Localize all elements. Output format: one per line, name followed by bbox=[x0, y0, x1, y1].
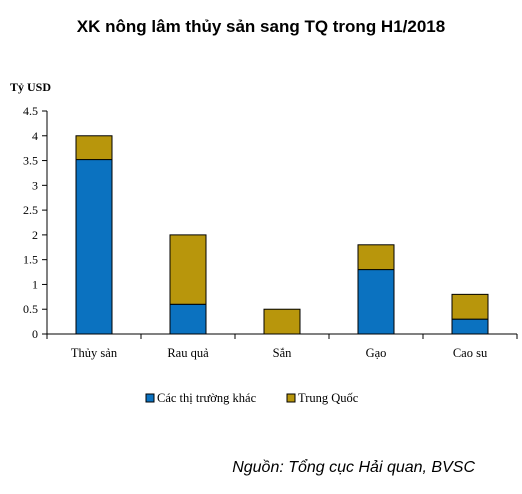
category-label: Sắn bbox=[273, 346, 293, 360]
bar-segment-other-markets bbox=[75, 159, 113, 335]
bar-segment-china bbox=[357, 244, 395, 271]
y-tick-label: 2 bbox=[32, 228, 38, 242]
chart-title: XK nông lâm thủy sản sang TQ trong H1/20… bbox=[77, 17, 445, 36]
legend-swatch bbox=[145, 393, 155, 403]
bar-segment-other-markets bbox=[169, 303, 207, 335]
y-tick-label: 3 bbox=[32, 178, 38, 192]
legend-swatch bbox=[286, 393, 296, 403]
x-tick-labels: Thủy sản Rau quả Sắn Gạo Cao su bbox=[71, 346, 488, 360]
legend-label: Các thị trường khác bbox=[157, 391, 257, 405]
category-label: Gạo bbox=[366, 346, 387, 360]
y-tick-label: 4 bbox=[32, 129, 38, 143]
category-label: Rau quả bbox=[167, 346, 209, 360]
legend: Các thị trường khác Trung Quốc bbox=[145, 391, 359, 405]
y-tick-label: 1 bbox=[32, 277, 38, 291]
bar-segment-china bbox=[451, 293, 489, 320]
bar-segment-other-markets bbox=[357, 269, 395, 335]
category-label: Cao su bbox=[453, 346, 488, 360]
axes bbox=[42, 110, 518, 339]
y-tick-label: 0.5 bbox=[23, 302, 38, 316]
y-tick-label: 1.5 bbox=[23, 253, 38, 267]
y-tick-label: 0 bbox=[32, 327, 38, 341]
y-tick-label: 3.5 bbox=[23, 154, 38, 168]
bar-segment-china bbox=[169, 234, 207, 305]
y-tick-label: 2.5 bbox=[23, 203, 38, 217]
bar-segment-china bbox=[263, 308, 301, 335]
y-axis-label: Tỷ USD bbox=[10, 80, 51, 94]
category-label: Thủy sản bbox=[71, 346, 118, 360]
legend-label: Trung Quốc bbox=[298, 391, 359, 405]
bar-segment-other-markets bbox=[451, 318, 489, 335]
y-tick-labels: 0 0.5 1 1.5 2 2.5 3 3.5 4 4.5 bbox=[23, 104, 38, 341]
source-note: Nguồn: Tổng cục Hải quan, BVSC bbox=[232, 458, 475, 476]
bars bbox=[75, 135, 489, 335]
y-tick-label: 4.5 bbox=[23, 104, 38, 118]
bar-segment-china bbox=[75, 135, 113, 161]
